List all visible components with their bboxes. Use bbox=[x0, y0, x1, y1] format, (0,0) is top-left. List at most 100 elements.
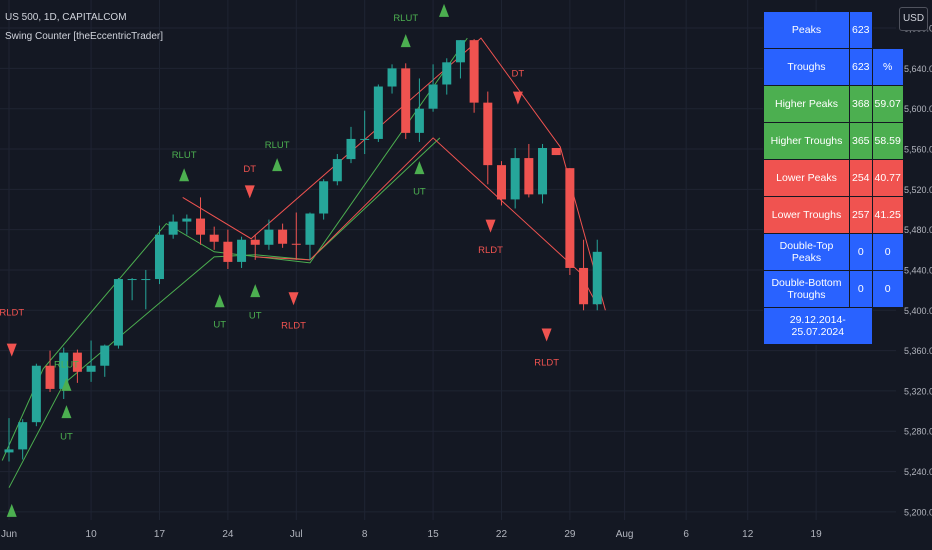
candle-body bbox=[305, 213, 315, 245]
candle-body bbox=[346, 138, 356, 160]
up-arrow-icon bbox=[250, 284, 261, 298]
stats-count: 257 bbox=[849, 196, 873, 234]
candle-body bbox=[496, 165, 506, 200]
candle-body bbox=[291, 243, 301, 245]
candle-body bbox=[332, 159, 342, 182]
price-tick-label: 5,480.0 bbox=[904, 225, 932, 235]
up-arrow-icon bbox=[179, 168, 190, 182]
candle-body bbox=[483, 102, 493, 166]
up-arrow-icon bbox=[400, 34, 411, 48]
candle-body bbox=[72, 352, 82, 372]
indicator-title[interactable]: Swing Counter [theEccentricTrader] bbox=[5, 31, 164, 42]
price-tick-label: 5,280.0 bbox=[904, 427, 932, 437]
stats-row: Peaks 623 bbox=[763, 11, 904, 49]
time-tick-label: 6 bbox=[683, 529, 689, 540]
stats-count: 365 bbox=[849, 122, 873, 160]
up-arrow-icon bbox=[6, 503, 17, 517]
up-arrow-icon bbox=[272, 158, 283, 172]
down-arrow-icon bbox=[485, 219, 496, 233]
candle-body bbox=[538, 148, 548, 195]
candle-body bbox=[4, 449, 14, 453]
stats-percent: 0 bbox=[871, 270, 904, 308]
time-tick-label: Jun bbox=[1, 529, 17, 540]
time-tick-label: 17 bbox=[154, 529, 166, 540]
stats-percent: 59.07 bbox=[871, 85, 904, 123]
stats-percent: 0 bbox=[871, 233, 904, 271]
price-tick-label: 5,240.0 bbox=[904, 467, 932, 477]
currency-button[interactable]: USD bbox=[899, 7, 928, 31]
up-arrow-icon bbox=[439, 3, 450, 17]
candle-body bbox=[524, 158, 534, 195]
candle-body bbox=[319, 181, 329, 214]
up-arrow-icon bbox=[414, 161, 425, 175]
candle-body bbox=[551, 148, 561, 156]
signal-label: DT bbox=[243, 164, 256, 175]
stats-row: Higher Peaks 368 59.07 bbox=[763, 85, 904, 123]
price-tick-label: 5,200.0 bbox=[904, 507, 932, 517]
down-arrow-icon bbox=[288, 292, 299, 306]
candle-body bbox=[387, 68, 397, 87]
candle-body bbox=[360, 138, 370, 140]
stats-percent bbox=[872, 12, 903, 49]
signal-label: UT bbox=[213, 319, 226, 330]
time-tick-label: 15 bbox=[428, 529, 440, 540]
stats-date-range: 29.12.2014-25.07.2024 bbox=[763, 307, 873, 345]
price-tick-label: 5,640.0 bbox=[904, 64, 932, 74]
up-arrow-icon bbox=[61, 377, 72, 391]
candle-body bbox=[196, 218, 206, 235]
down-arrow-icon bbox=[244, 185, 255, 199]
signal-label: RLUT bbox=[172, 150, 197, 161]
stats-count: 368 bbox=[849, 85, 873, 123]
candle-body bbox=[182, 218, 192, 222]
stats-row: Lower Peaks 254 40.77 bbox=[763, 159, 904, 197]
signal-label: RLUT bbox=[54, 360, 79, 371]
price-tick-label: 5,400.0 bbox=[904, 306, 932, 316]
time-tick-label: 10 bbox=[86, 529, 98, 540]
signal-label: UT bbox=[60, 431, 73, 442]
time-tick-label: 22 bbox=[496, 529, 508, 540]
symbol-info: US 500, 1D, CAPITALCOM bbox=[5, 12, 127, 23]
swing-line bbox=[8, 137, 441, 488]
time-axis: Jun 10 17 24 Jul 8 15 22 29 Aug 6 12 19 bbox=[1, 529, 822, 540]
candle-body bbox=[209, 234, 219, 242]
candle-body bbox=[414, 108, 424, 133]
stats-count: 254 bbox=[849, 159, 873, 197]
swing-lines bbox=[1, 37, 606, 488]
candle-body bbox=[278, 229, 288, 244]
time-tick-label: 29 bbox=[564, 529, 576, 540]
candle-body bbox=[401, 68, 411, 133]
candle-body bbox=[373, 86, 383, 139]
swing-stats-table: Peaks 623 Troughs 623% Higher Peaks 368 59.07 H… bbox=[763, 11, 904, 345]
candle-body bbox=[127, 279, 137, 281]
stats-count: 0 bbox=[849, 233, 873, 271]
candle-body bbox=[237, 239, 247, 262]
stats-count: 623 bbox=[849, 11, 873, 49]
time-tick-label: Jul bbox=[290, 529, 303, 540]
signal-label: RLUT bbox=[265, 140, 290, 151]
signal-markers: RLDT RLUT UT RLUT DT UT UT RLUT RLDT RLUT RLDT UT DT… bbox=[0, 3, 559, 517]
signal-label: RLDT bbox=[0, 307, 24, 318]
up-arrow-icon bbox=[214, 294, 225, 308]
candle-body bbox=[113, 279, 123, 346]
time-tick-label: 24 bbox=[222, 529, 234, 540]
signal-label: RLDT bbox=[534, 358, 559, 369]
down-arrow-icon bbox=[512, 91, 523, 105]
stats-count: 0 bbox=[849, 270, 873, 308]
price-tick-label: 5,360.0 bbox=[904, 346, 932, 356]
stats-row: Double-Top Peaks 0 0 bbox=[763, 233, 904, 271]
candle-body bbox=[154, 234, 164, 280]
stats-count: 623 bbox=[849, 48, 873, 86]
candle-body bbox=[428, 84, 438, 109]
time-tick-label: 12 bbox=[742, 529, 754, 540]
stats-percent: 58.59 bbox=[871, 122, 904, 160]
candle-body bbox=[168, 221, 178, 235]
candle-body bbox=[510, 158, 520, 200]
candle-body bbox=[469, 40, 479, 103]
stats-label: Troughs bbox=[763, 48, 850, 86]
signal-label: DT bbox=[512, 68, 525, 79]
candle-body bbox=[45, 365, 55, 389]
time-tick-label: Aug bbox=[616, 529, 634, 540]
candle-body bbox=[455, 40, 465, 63]
candle-body bbox=[442, 62, 452, 85]
up-arrow-icon bbox=[61, 405, 72, 419]
